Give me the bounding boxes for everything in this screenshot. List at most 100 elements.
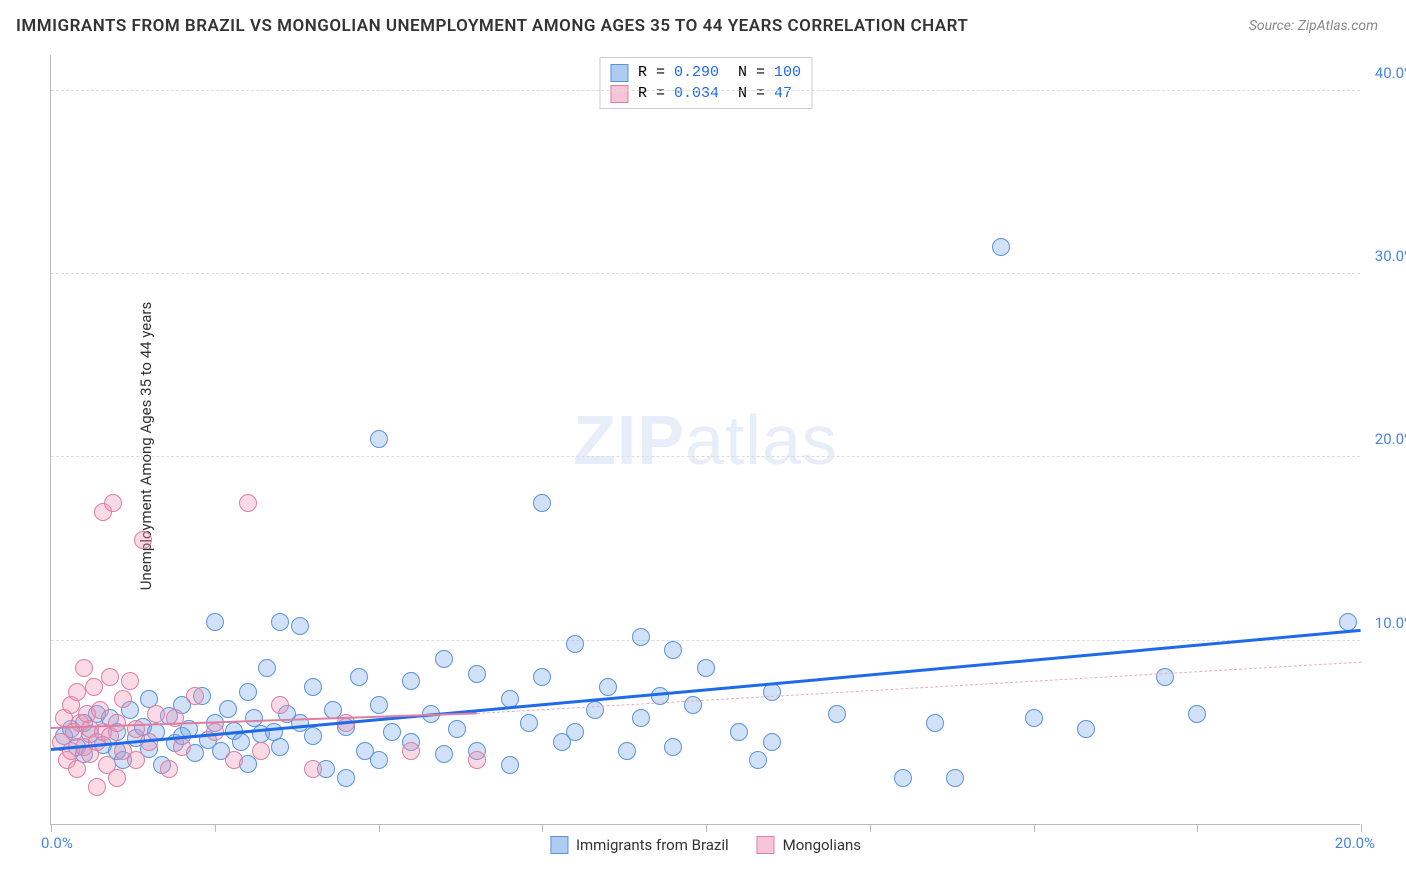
x-tick xyxy=(542,824,543,832)
data-point xyxy=(383,723,401,741)
legend-r-label: R = 0.034 xyxy=(638,83,719,104)
data-point xyxy=(632,709,650,727)
legend-stat-row: R = 0.290 N = 100 xyxy=(610,62,801,83)
data-point xyxy=(108,769,126,787)
legend-series-item: Mongolians xyxy=(757,836,861,854)
data-point xyxy=(350,668,368,686)
data-point xyxy=(245,709,263,727)
data-point xyxy=(520,714,538,732)
data-point xyxy=(1156,668,1174,686)
data-point xyxy=(291,617,309,635)
data-point xyxy=(632,628,650,646)
x-max-label: 20.0% xyxy=(1335,834,1375,852)
legend-n-label: N = 100 xyxy=(729,62,801,83)
legend-series-label: Immigrants from Brazil xyxy=(576,836,729,854)
chart-title: IMMIGRANTS FROM BRAZIL VS MONGOLIAN UNEM… xyxy=(16,16,968,36)
data-point xyxy=(370,696,388,714)
data-point xyxy=(684,696,702,714)
data-point xyxy=(108,714,126,732)
data-point xyxy=(1077,720,1095,738)
data-point xyxy=(828,705,846,723)
data-point xyxy=(435,745,453,763)
data-point xyxy=(926,714,944,732)
data-point xyxy=(271,696,289,714)
legend-series: Immigrants from Brazil Mongolians xyxy=(550,836,861,854)
data-point xyxy=(186,687,204,705)
data-point xyxy=(370,751,388,769)
gridline xyxy=(51,456,1360,457)
data-point xyxy=(219,700,237,718)
data-point xyxy=(566,635,584,653)
data-point xyxy=(225,751,243,769)
data-point xyxy=(946,769,964,787)
data-point xyxy=(258,659,276,677)
data-point xyxy=(88,778,106,796)
y-tick-label: 10.0% xyxy=(1375,614,1406,632)
data-point xyxy=(402,672,420,690)
legend-correlation: R = 0.290 N = 100R = 0.034 N = 47 xyxy=(599,57,812,109)
legend-series-item: Immigrants from Brazil xyxy=(550,836,729,854)
gridline xyxy=(51,273,1360,274)
data-point xyxy=(402,742,420,760)
y-tick-label: 30.0% xyxy=(1375,247,1406,265)
data-point xyxy=(992,238,1010,256)
data-point xyxy=(448,720,466,738)
data-point xyxy=(232,733,250,751)
legend-swatch xyxy=(550,836,568,854)
data-point xyxy=(566,723,584,741)
data-point xyxy=(68,760,86,778)
gridline xyxy=(51,90,1360,91)
data-point xyxy=(304,727,322,745)
data-point xyxy=(147,705,165,723)
data-point xyxy=(697,659,715,677)
legend-swatch xyxy=(610,85,628,103)
legend-r-label: R = 0.290 xyxy=(638,62,719,83)
x-tick xyxy=(51,824,52,832)
data-point xyxy=(104,494,122,512)
x-tick xyxy=(1361,824,1362,832)
data-point xyxy=(763,733,781,751)
data-point xyxy=(304,760,322,778)
data-point xyxy=(894,769,912,787)
watermark-zip: ZIP xyxy=(573,401,685,479)
data-point xyxy=(664,641,682,659)
watermark-atlas: atlas xyxy=(685,401,838,479)
legend-swatch xyxy=(757,836,775,854)
x-tick xyxy=(706,824,707,832)
data-point xyxy=(252,742,270,760)
data-point xyxy=(114,690,132,708)
data-point xyxy=(271,613,289,631)
data-point xyxy=(206,613,224,631)
data-point xyxy=(730,723,748,741)
legend-series-label: Mongolians xyxy=(783,836,861,854)
data-point xyxy=(121,672,139,690)
data-point xyxy=(1025,709,1043,727)
x-tick xyxy=(1034,824,1035,832)
data-point xyxy=(533,494,551,512)
data-point xyxy=(68,683,86,701)
y-tick-label: 40.0% xyxy=(1375,64,1406,82)
data-point xyxy=(239,494,257,512)
x-tick xyxy=(379,824,380,832)
y-tick-label: 20.0% xyxy=(1375,430,1406,448)
legend-swatch xyxy=(610,64,628,82)
data-point xyxy=(337,769,355,787)
x-min-label: 0.0% xyxy=(41,834,73,852)
data-point xyxy=(468,751,486,769)
data-point xyxy=(239,683,257,701)
plot-area: ZIPatlas R = 0.290 N = 100R = 0.034 N = … xyxy=(50,55,1360,825)
source-label: Source: ZipAtlas.com xyxy=(1249,18,1378,34)
data-point xyxy=(586,701,604,719)
x-tick xyxy=(1197,824,1198,832)
legend-n-label: N = 47 xyxy=(729,83,792,104)
data-point xyxy=(85,678,103,696)
data-point xyxy=(127,751,145,769)
data-point xyxy=(173,738,191,756)
data-point xyxy=(134,531,152,549)
data-point xyxy=(271,738,289,756)
data-point xyxy=(664,738,682,756)
data-point xyxy=(1188,705,1206,723)
data-point xyxy=(501,756,519,774)
data-point xyxy=(75,659,93,677)
watermark: ZIPatlas xyxy=(573,400,838,480)
